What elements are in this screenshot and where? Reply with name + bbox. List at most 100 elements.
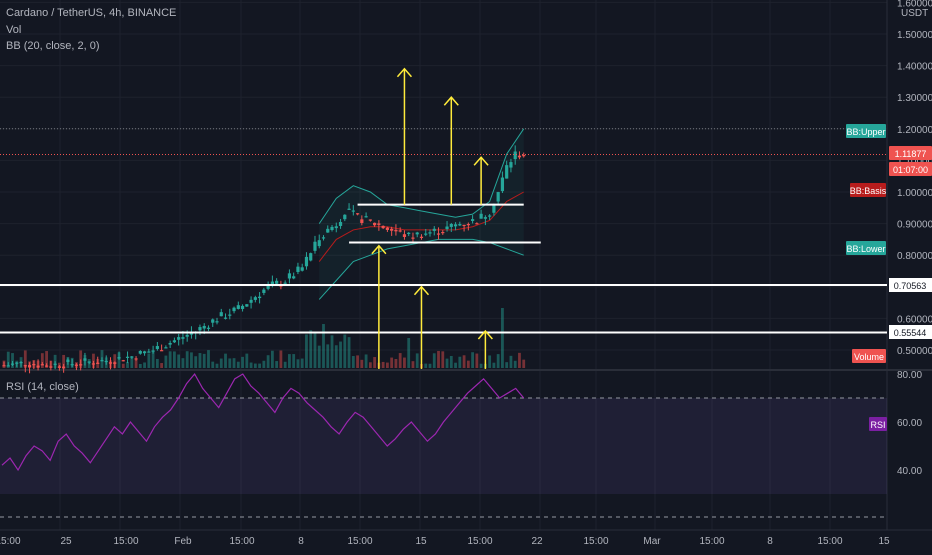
candle-body [19,362,23,364]
price-tick-label: 1.50000 [897,30,932,41]
candle-body [428,232,432,234]
price-tick-label: 1.40000 [897,62,932,73]
volume-bar [198,353,202,368]
badge-rsi-bg [869,417,887,431]
volume-bar [424,363,428,368]
volume-bar [330,335,334,368]
candle-body [496,192,500,202]
badge-bb-lower: BB:Lower [846,244,885,254]
grid-lines [0,0,932,531]
volume-bar [253,363,257,368]
candle-body [223,317,228,319]
arrow-head[interactable] [443,96,459,106]
candle-body [66,359,70,362]
volume-bar [173,351,176,368]
candle-body [32,364,36,366]
candle-body [334,226,338,229]
volume-bar [121,363,125,368]
candle-body [262,289,266,293]
arrow-head[interactable] [396,67,413,78]
time-tick-label: 15:00 [347,536,372,547]
volume-bar [185,351,189,368]
volume-bar [202,353,206,368]
volume-bar [501,308,504,368]
volume-legend[interactable]: Vol [6,24,22,36]
annotation-arrows[interactable] [371,67,493,369]
candle-body [309,253,313,261]
volume-bar [275,361,279,368]
volume-bar [6,351,10,368]
volume-bar [279,350,283,368]
volume-bar [356,355,359,368]
time-tick-label: 22 [531,536,543,547]
candle-body [181,337,185,339]
candle-body [411,237,415,239]
price-tick-label: 1.00000 [897,188,932,199]
badge-last-price: 1.11877 [895,149,927,159]
candle-body [304,256,309,267]
arrow-head[interactable] [413,285,430,296]
volume-bar [305,334,308,368]
badge-volume: Volume [854,352,884,362]
candle-body [142,351,147,354]
volume-bar [339,341,342,368]
candle-body [151,350,155,352]
candle-body [449,224,453,227]
volume-bar [415,353,419,368]
candle-body [415,232,419,235]
time-tick-label: 15:00 [229,536,254,547]
candle-body [185,334,189,337]
candle-body [219,312,223,317]
candle-body [49,366,53,368]
symbol-title[interactable]: Cardano / TetherUS, 4h, BINANCE [6,7,177,19]
volume-bar [343,334,347,368]
candle-body [436,233,441,235]
volume-bar [317,345,321,368]
badge-level: 0.70563 [894,281,927,291]
arrow-head[interactable] [371,244,387,255]
volume-bar [513,360,517,368]
candle-body [177,337,181,340]
time-tick-label: 15 [878,536,890,547]
candle-body [402,234,407,237]
volume-bar [411,361,415,368]
candle-body [283,282,287,284]
candle-body [147,351,151,353]
candle-body [296,266,300,272]
candle-body [321,237,326,239]
candle-body [240,305,245,309]
candle-body [355,213,360,215]
bollinger-legend[interactable]: BB (20, close, 2, 0) [6,40,100,52]
candle-body [108,362,113,364]
rsi-legend[interactable]: RSI (14, close) [6,381,79,393]
badge-level-bg [889,278,932,292]
arrow-head[interactable] [477,329,493,340]
volume-bar [207,350,210,368]
candle-body [343,214,347,220]
time-tick-label: 8 [767,536,773,547]
volume-bar [347,337,351,368]
candle-body [424,233,428,235]
candle-body [377,223,381,225]
volume-bar [441,351,445,368]
candle-body [232,307,236,312]
candle-body [138,351,142,354]
candle-body [466,224,470,226]
volume-bar [62,354,66,368]
volume-bar [509,355,513,368]
volume-bar [292,354,296,368]
candle-body [398,230,402,232]
volume-bar [236,361,240,368]
arrow-head[interactable] [473,156,489,166]
volume-bar [300,358,304,368]
time-tick-label: Mar [643,536,661,547]
candle-body [368,219,372,221]
horizontal-levels[interactable] [0,128,887,334]
volume-bar [147,353,151,368]
time-tick-label: 15:00 [113,536,138,547]
badge-bb-upper-bg [846,124,886,138]
candle-body [236,305,240,309]
volume-bar [449,355,453,368]
